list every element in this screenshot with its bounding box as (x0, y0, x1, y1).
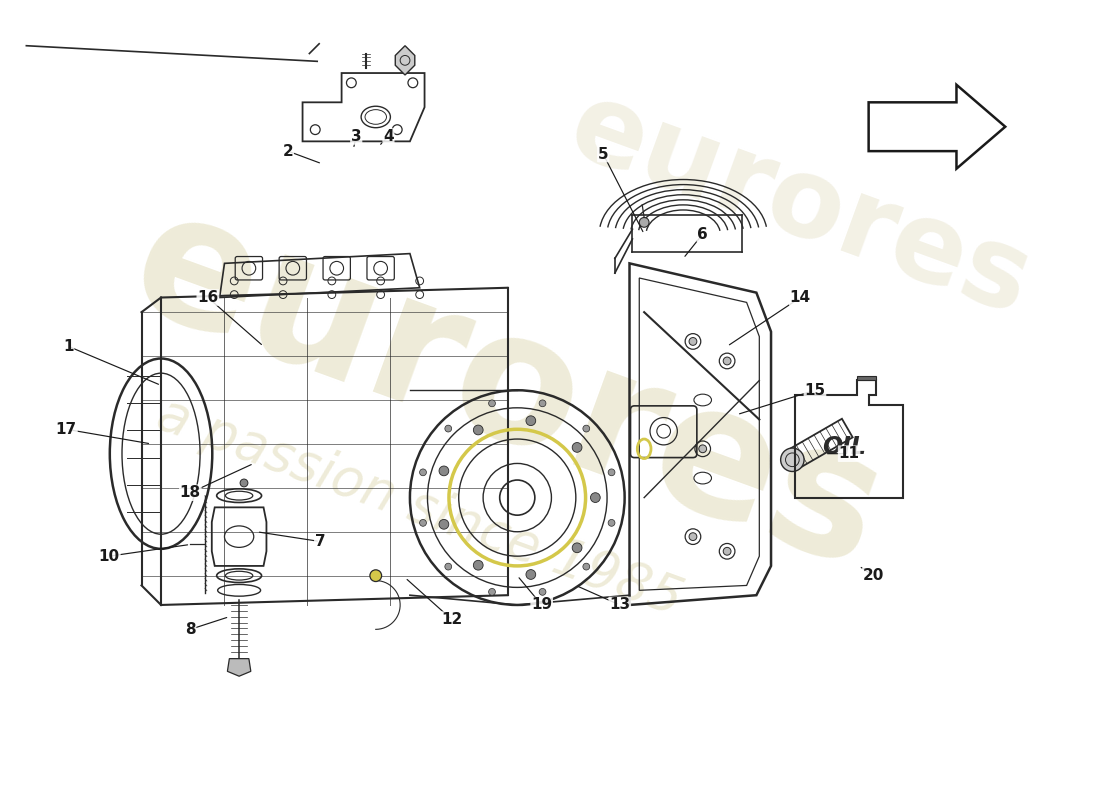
Text: 19: 19 (531, 598, 552, 613)
Circle shape (439, 466, 449, 476)
Text: 3: 3 (351, 129, 362, 144)
Text: 15: 15 (804, 382, 825, 398)
Circle shape (698, 445, 706, 453)
Circle shape (689, 338, 697, 346)
Text: 1: 1 (63, 339, 74, 354)
Text: a passion since 1985: a passion since 1985 (150, 388, 690, 626)
Polygon shape (395, 46, 415, 75)
Circle shape (591, 493, 601, 502)
Circle shape (488, 400, 495, 406)
Text: 14: 14 (790, 290, 811, 305)
Circle shape (419, 519, 427, 526)
Circle shape (583, 425, 590, 432)
Text: 18: 18 (179, 486, 201, 500)
Text: 7: 7 (315, 534, 326, 549)
Text: 8: 8 (185, 622, 196, 637)
Circle shape (488, 589, 495, 595)
Text: 13: 13 (609, 598, 630, 613)
Text: 11: 11 (838, 446, 859, 461)
Bar (857, 376, 877, 381)
Text: OIL: OIL (823, 435, 866, 459)
Circle shape (723, 547, 732, 555)
Text: 10: 10 (99, 549, 120, 564)
Circle shape (539, 589, 546, 595)
Circle shape (608, 519, 615, 526)
Circle shape (723, 357, 732, 365)
Circle shape (572, 543, 582, 553)
Circle shape (473, 560, 483, 570)
Text: 4: 4 (383, 129, 394, 144)
Circle shape (781, 448, 804, 471)
Text: 16: 16 (197, 290, 219, 305)
Text: 20: 20 (862, 568, 884, 583)
Circle shape (444, 425, 452, 432)
Text: eurores: eurores (556, 72, 1045, 338)
Circle shape (608, 469, 615, 476)
Circle shape (583, 563, 590, 570)
Circle shape (473, 425, 483, 435)
Circle shape (240, 479, 248, 487)
Text: 17: 17 (56, 422, 77, 437)
Circle shape (689, 533, 697, 541)
Circle shape (370, 570, 382, 582)
Text: 5: 5 (597, 146, 608, 162)
Text: 2: 2 (283, 144, 294, 158)
Circle shape (526, 570, 536, 579)
Circle shape (419, 469, 427, 476)
Circle shape (639, 218, 649, 227)
Circle shape (572, 442, 582, 452)
Circle shape (539, 400, 546, 406)
Polygon shape (228, 658, 251, 676)
Circle shape (444, 563, 452, 570)
Text: 6: 6 (697, 226, 708, 242)
Circle shape (526, 416, 536, 426)
Circle shape (439, 519, 449, 529)
Text: 12: 12 (441, 612, 462, 627)
Text: eurores: eurores (110, 174, 905, 606)
